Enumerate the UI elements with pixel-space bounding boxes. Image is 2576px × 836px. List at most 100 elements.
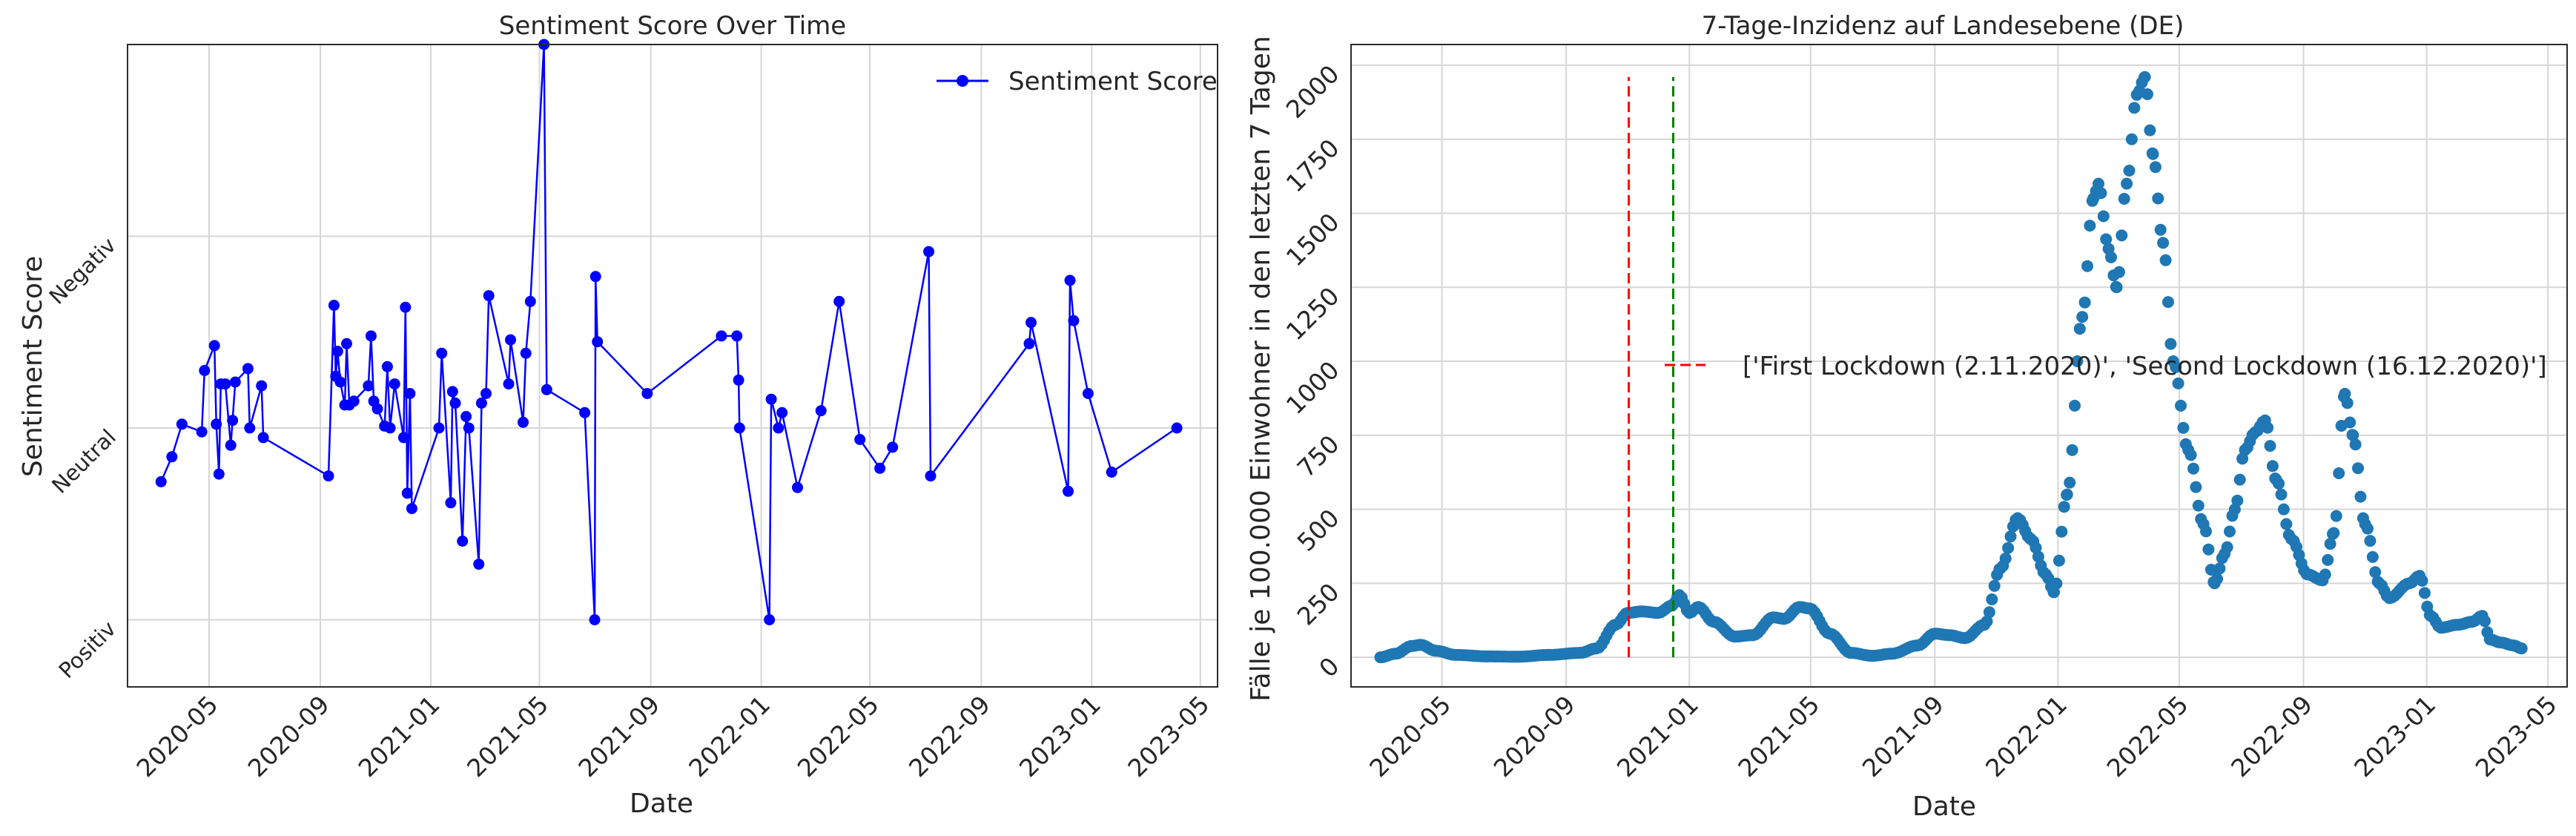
sentiment-data-point [733,374,744,386]
sentiment-x-axis-label: Date [630,789,693,819]
incidence-x-tick-label: 2023-01 [2348,690,2441,783]
incidence-y-axis-label: Fälle je 100.000 Einwohner in den letzte… [1246,36,1276,702]
sentiment-data-point [404,388,416,399]
incidence-data-point [2273,478,2285,490]
sentiment-data-point [460,411,472,422]
incidence-data-point [2081,260,2093,272]
sentiment-data-point [505,334,516,346]
sentiment-data-point [323,470,334,482]
sentiment-data-point [436,347,448,359]
incidence-data-point [2324,538,2336,550]
incidence-data-point [2071,355,2084,367]
sentiment-data-point [257,432,269,444]
incidence-data-point [2128,102,2141,114]
incidence-data-point [2280,518,2293,530]
incidence-data-point [2275,488,2288,501]
sentiment-x-tick-label: 2023-05 [1122,690,1215,783]
sentiment-data-point [731,330,743,342]
sentiment-data-point [815,405,827,417]
sentiment-x-tick-label: 2021-05 [461,690,554,783]
incidence-data-point [2515,642,2528,655]
sentiment-chart-title: Sentiment Score Over Time [499,11,846,41]
incidence-y-tick-label: 1000 [1281,355,1345,420]
lockdown-lines [1628,76,1675,658]
sentiment-data-point [541,384,552,395]
sentiment-data-point [518,416,529,428]
incidence-data-point [2118,193,2130,205]
incidence-data-point [2123,165,2136,177]
sentiment-series-line [160,44,1178,620]
sentiment-data-point [483,290,495,302]
sentiment-data-point [445,497,457,509]
sentiment-data-point [213,468,225,480]
incidence-data-point [2213,562,2226,575]
incidence-data-point [2347,429,2359,441]
sentiment-data-point [1106,467,1117,478]
incidence-data-point [2366,550,2379,563]
incidence-data-point [2152,192,2164,205]
incidence-data-point [2154,223,2167,236]
incidence-data-point [2322,553,2334,566]
sentiment-data-point [446,386,458,398]
incidence-plot-frame [1350,44,2568,688]
incidence-data-point [2050,577,2063,590]
sentiment-x-ticks: 2020-05 2020-09 2021-01 2021-05 2021-09 2022-… [131,690,1215,783]
incidence-x-tick-label: 2021-05 [1732,690,1825,783]
sentiment-data-point [733,422,745,434]
incidence-data-point [2352,462,2364,475]
incidence-y-tick-label: 1750 [1281,134,1345,198]
sentiment-data-point [589,271,601,283]
incidence-data-point [2266,460,2279,473]
sentiment-x-tick-label: 2022-01 [683,690,776,783]
sentiment-data-point [384,422,396,434]
incidence-data-point [2264,440,2276,452]
incidence-x-axis-label: Date [1912,791,1976,822]
incidence-data-point [2144,124,2156,136]
incidence-data-point [2224,525,2236,538]
sentiment-data-point [242,363,254,375]
sentiment-data-point [208,340,220,352]
incidence-data-point [2100,233,2113,246]
incidence-data-point [2110,281,2123,294]
sentiment-data-point [155,475,167,487]
sentiment-data-point [925,470,937,482]
sentiment-data-point [397,432,409,444]
incidence-y-tick-label: 500 [1292,504,1345,557]
sentiment-data-point [792,481,803,493]
incidence-data-point [2211,573,2223,585]
incidence-data-point [1983,606,1995,619]
incidence-data-point [2190,481,2202,493]
sentiment-data-point [400,301,412,313]
incidence-x-tick-label: 2022-01 [1980,690,2073,783]
incidence-data-point [2184,449,2197,461]
incidence-x-ticks: 2020-05 2020-09 2021-01 2021-05 2021-09 2022-… [1364,690,2563,783]
incidence-data-point [2139,70,2151,83]
sentiment-data-point [244,422,256,434]
incidence-x-tick-label: 2022-09 [2225,690,2318,783]
sentiment-y-tick-label: Positiv [53,616,120,682]
sentiment-data-point [773,422,785,434]
incidence-data-point [2364,535,2377,547]
sentiment-plot-frame [127,44,1218,688]
incidence-data-point [2339,387,2351,400]
incidence-data-point [2147,148,2159,160]
sentiment-series [155,39,1183,625]
sentiment-data-point [229,376,241,388]
incidence-data-point [2157,237,2170,249]
incidence-data-point [2328,527,2340,539]
sentiment-data-point [457,536,469,547]
sentiment-x-tick-label: 2022-09 [903,690,996,783]
sentiment-data-point [363,380,374,392]
incidence-data-point [2055,525,2068,538]
incidence-data-point [2084,220,2096,232]
incidence-data-point [2064,476,2076,489]
incidence-data-point [1999,552,2012,565]
sentiment-data-point [463,422,475,434]
sentiment-data-point [1171,422,1183,434]
sentiment-data-point [199,365,211,376]
incidence-data-point [2221,541,2233,553]
incidence-data-point [2175,399,2187,412]
sentiment-y-tick-label: Neutral [47,424,121,498]
incidence-x-tick-label: 2023-05 [2470,690,2563,783]
incidence-data-point [2416,574,2428,587]
